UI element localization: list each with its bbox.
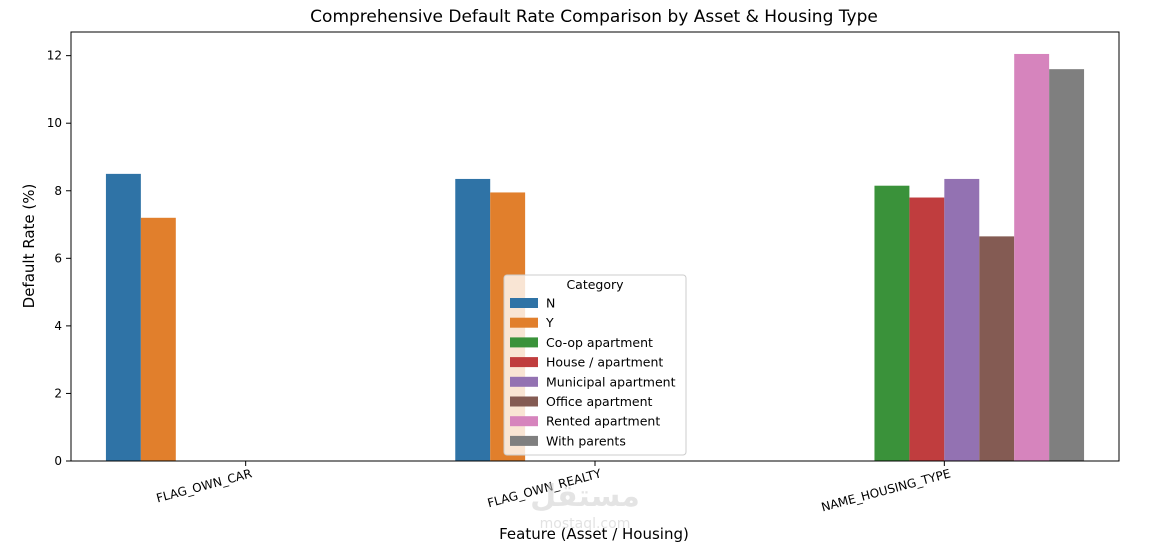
y-tick-label: 8 (54, 184, 62, 198)
legend-entries: NY Co-op apartment House / apartment Munici… (510, 296, 676, 448)
bar-office-apartment-name-housing-type (979, 236, 1015, 461)
bar-house-apartment-name-housing-type (909, 197, 945, 461)
x-tick-label: FLAG_OWN_CAR (155, 466, 254, 505)
legend-label: Municipal apartment (546, 374, 676, 389)
legend-label: Y (545, 315, 554, 330)
y-tick-label: 10 (47, 116, 62, 130)
bar-municipal-apartment-name-housing-type (944, 178, 980, 461)
bar-n-flag-own-realty (455, 178, 491, 461)
chart-title: Comprehensive Default Rate Comparison by… (310, 7, 878, 27)
watermark-logo: مستقل (530, 479, 640, 514)
y-axis: 0 2 4 6 8 10 12 (47, 49, 71, 468)
bar-n-flag-own-car (105, 173, 141, 461)
bar-with-parents-name-housing-type (1049, 69, 1085, 461)
legend-label: Office apartment (546, 394, 653, 409)
x-tick-label: NAME_HOUSING_TYPE (820, 466, 952, 514)
bar-rented-apartment-name-housing-type (1014, 53, 1050, 462)
legend-swatch (510, 416, 538, 427)
legend-label: Co-op apartment (546, 335, 653, 350)
watermark-url: mostaql.com (540, 516, 631, 532)
legend-title: Category (566, 277, 624, 292)
x-axis-label: Feature (Asset / Housing) (499, 525, 689, 543)
legend-label: N (546, 296, 555, 311)
bar-y-flag-own-car (140, 217, 176, 461)
legend-swatch (510, 357, 538, 368)
bar-co-op-apartment-name-housing-type (874, 185, 910, 461)
y-tick-label: 0 (54, 454, 62, 468)
legend-label: With parents (546, 433, 626, 448)
watermark: مستقل mostaql.com (530, 479, 640, 532)
legend-swatch (510, 317, 538, 328)
y-tick-label: 12 (47, 49, 62, 63)
y-axis-label: Default Rate (%) (20, 184, 38, 309)
legend-swatch (510, 376, 538, 387)
bars-layer (105, 53, 1085, 462)
y-tick-label: 6 (54, 251, 62, 265)
legend-swatch (510, 396, 538, 407)
legend-swatch (510, 298, 538, 308)
y-tick-label: 4 (54, 319, 62, 333)
legend-swatch (510, 337, 538, 348)
legend-label: House / apartment (546, 355, 663, 370)
legend: Category NY Co-op apartment House / apartm… (503, 274, 687, 456)
legend-label: Rented apartment (546, 414, 660, 429)
legend-box (503, 274, 687, 456)
legend-swatch (510, 435, 538, 446)
y-tick-label: 2 (54, 386, 62, 400)
